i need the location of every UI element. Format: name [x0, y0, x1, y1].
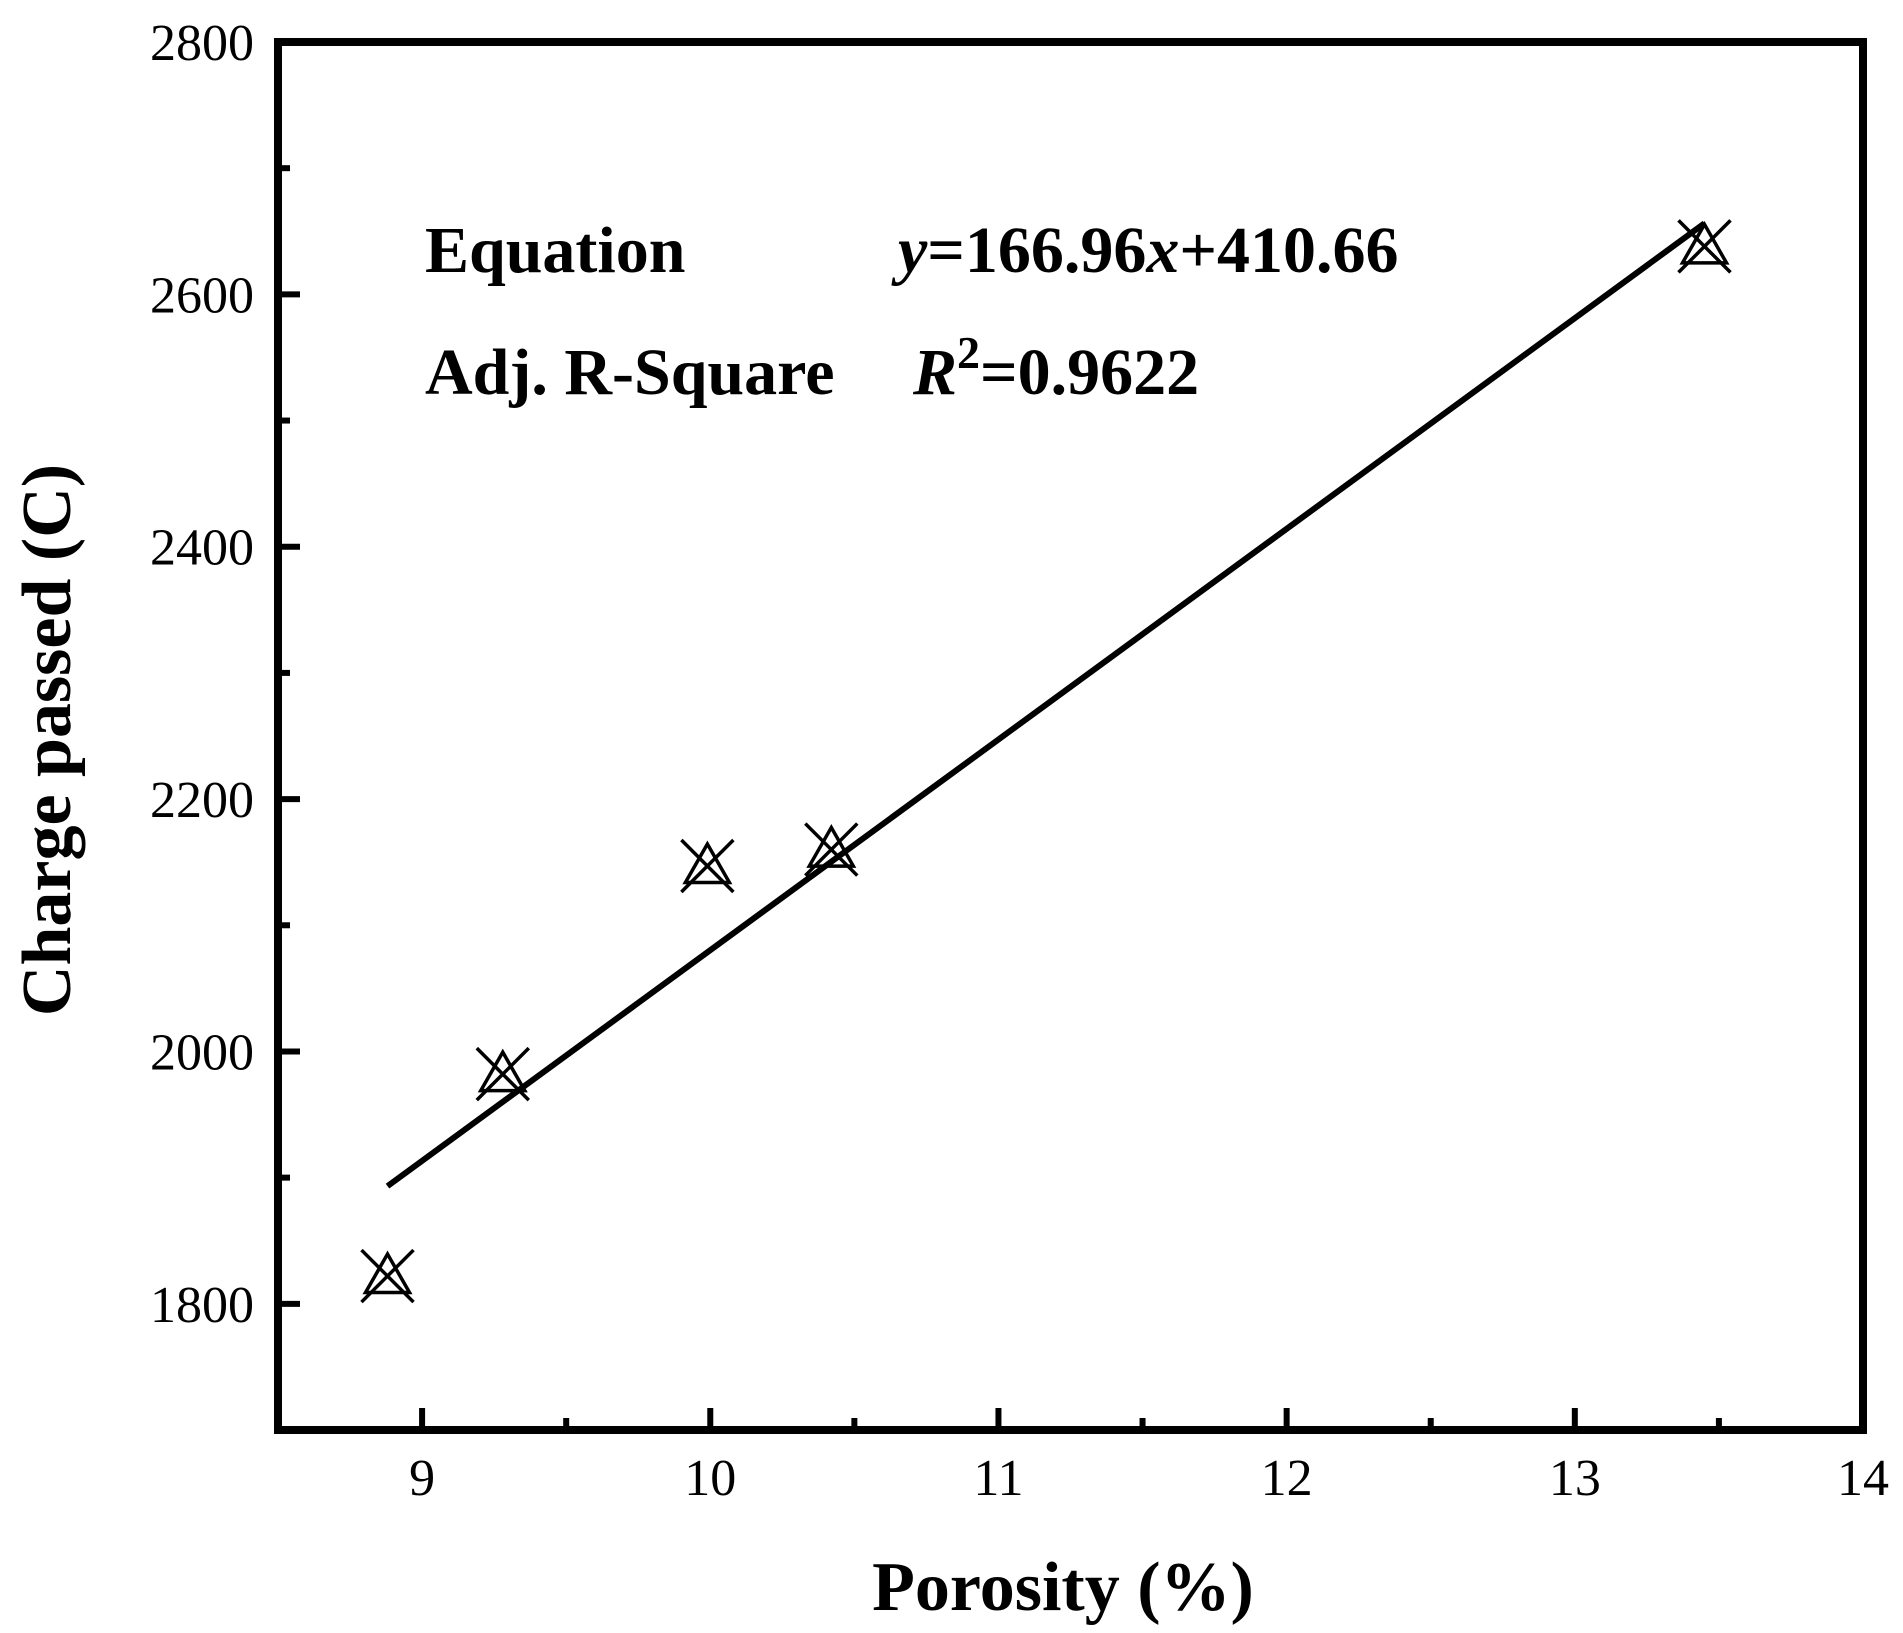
data-point — [680, 838, 735, 894]
y-tick-label: 2000 — [150, 1024, 254, 1081]
data-point-triangle — [477, 1048, 528, 1093]
y-tick-labels: 1800 2000 2200 2400 2600 2800 — [150, 15, 254, 1334]
equation-label: Equation — [425, 214, 685, 287]
x-tick-label: 11 — [973, 1450, 1023, 1507]
y-tick-label: 1800 — [150, 1277, 254, 1334]
r2-label: Adj. R-Square — [425, 336, 835, 409]
x-tick-labels: 9 10 11 12 13 14 — [409, 1450, 1889, 1507]
equation-slope: =166.96 — [927, 214, 1146, 287]
x-tick-label: 10 — [684, 1450, 736, 1507]
data-point-triangle — [1679, 220, 1730, 265]
x-tick-label: 9 — [409, 1450, 435, 1507]
data-point — [360, 1248, 415, 1304]
y-tick-label: 2800 — [150, 15, 254, 72]
data-point-triangle — [682, 840, 733, 885]
data-points — [360, 219, 1732, 1304]
data-point — [804, 822, 859, 877]
data-point — [1677, 219, 1732, 274]
y-tick-label: 2400 — [150, 520, 254, 577]
fit-line — [385, 220, 1707, 1189]
x-tick-label: 13 — [1549, 1450, 1601, 1507]
r2-value: =0.9622 — [980, 336, 1199, 409]
r2-exponent: 2 — [957, 327, 980, 378]
equation-text: y=166.96x+410.66 — [891, 214, 1399, 287]
y-tick-label: 2600 — [150, 267, 254, 324]
r2-text: R2=0.9622 — [912, 327, 1199, 409]
x-tick-label: 12 — [1261, 1450, 1313, 1507]
data-point-triangle — [362, 1250, 413, 1295]
x-tick-label: 14 — [1837, 1450, 1889, 1507]
equation-x-symbol: x — [1145, 214, 1179, 287]
y-tick-label: 2200 — [150, 772, 254, 829]
y-axis-title: Charge passed (C) — [9, 464, 86, 1016]
equation-intercept: +410.66 — [1179, 214, 1398, 287]
data-point — [475, 1046, 531, 1102]
equation-y-symbol: y — [891, 214, 928, 287]
x-axis-title: Porosity (%) — [872, 1549, 1254, 1626]
r2-symbol: R — [912, 336, 957, 409]
plot-frame — [274, 38, 1867, 1434]
data-point-triangle — [806, 824, 857, 868]
